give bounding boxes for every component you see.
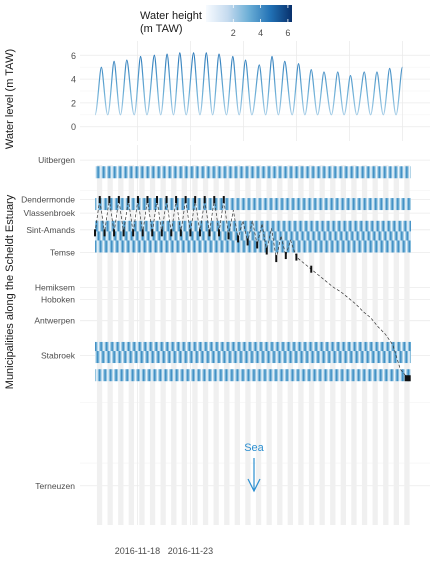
route-marker [237, 235, 240, 243]
route-marker [165, 196, 168, 204]
municipality-tick-label: Terneuzen [35, 481, 75, 491]
water-height-row [95, 351, 411, 364]
water-level-tick-label: 2 [71, 98, 76, 108]
water-level-tick-label: 4 [71, 75, 76, 85]
route-line [94, 199, 408, 379]
municipality-tick-label: Vlassenbroek [23, 208, 75, 218]
route-marker [98, 196, 101, 204]
water-height-row [95, 220, 411, 233]
route-marker [295, 253, 298, 261]
route-marker [113, 229, 116, 237]
route-marker [246, 238, 249, 246]
municipality-tick-label: Stabroek [41, 351, 76, 361]
route-marker [160, 229, 163, 237]
route-marker [227, 232, 230, 240]
municipality-tick-label: Temse [50, 248, 75, 258]
route-marker [146, 196, 149, 204]
route-marker [275, 255, 278, 263]
route-end-marker [404, 375, 411, 382]
legend: Water height (m TAW) 2 4 6 [140, 5, 292, 38]
route-marker [208, 229, 211, 237]
water-level-tick-label: 6 [71, 51, 76, 61]
municipality-tick-label: Uitbergen [38, 155, 75, 165]
route-marker [117, 196, 120, 204]
route-marker [108, 196, 111, 204]
route-marker [175, 196, 178, 204]
route-marker [184, 196, 187, 204]
route-marker [284, 252, 287, 260]
water-height-row [95, 198, 411, 211]
route-marker [198, 229, 201, 237]
route-marker [151, 229, 154, 237]
route-marker [310, 265, 313, 273]
municipalities-axis-title: Municipalities along the Scheldt Estuary [4, 194, 16, 389]
route-marker [127, 196, 130, 204]
water-level-panel: 0 2 4 6 Water level (m TAW) [4, 41, 430, 149]
route-marker [103, 229, 106, 237]
water-height-row [95, 231, 411, 244]
legend-tick-label: 4 [258, 28, 263, 38]
route-marker [222, 196, 225, 204]
water-height-row [95, 369, 411, 382]
water-height-row [95, 240, 411, 253]
municipality-tick-label: Hemiksem [35, 282, 75, 292]
route-marker [156, 196, 159, 204]
route-marker [179, 229, 182, 237]
route-marker [194, 196, 197, 204]
route-marker [256, 241, 259, 249]
route-marker [218, 229, 221, 237]
date-tick-label: 2016-11-18 [115, 546, 160, 556]
sea-annotation: Sea [244, 442, 264, 454]
sea-arrow [247, 458, 261, 493]
legend-tick-label: 2 [231, 28, 236, 38]
municipality-tick-label: Dendermonde [21, 195, 75, 205]
legend-title: Water height [140, 10, 202, 22]
route-marker [170, 229, 173, 237]
route-marker [122, 229, 125, 237]
route-marker [203, 196, 206, 204]
municipality-tick-label: Antwerpen [34, 316, 75, 326]
legend-colorbar [206, 5, 292, 22]
route-marker [132, 229, 135, 237]
municipalities-panel: Uitbergen Dendermonde Vlassenbroek Sint-Ama… [4, 145, 430, 556]
legend-tick-label: 6 [285, 28, 290, 38]
water-level-series [94, 52, 403, 116]
municipality-tick-label: Sint-Amands [26, 225, 75, 235]
route-marker [189, 229, 192, 237]
municipality-tick-label: Hoboken [41, 294, 75, 304]
route-marker [94, 229, 96, 237]
legend-title-unit: (m TAW) [140, 23, 183, 35]
water-level-axis-title: Water level (m TAW) [4, 49, 16, 149]
route-marker [265, 247, 268, 255]
water-height-row [95, 166, 411, 179]
water-level-tick-label: 0 [71, 122, 76, 132]
date-tick-label: 2016-11-23 [168, 546, 213, 556]
route-marker [213, 196, 216, 204]
route-marker [136, 196, 139, 204]
route-marker [141, 229, 144, 237]
water-height-row [95, 341, 411, 354]
